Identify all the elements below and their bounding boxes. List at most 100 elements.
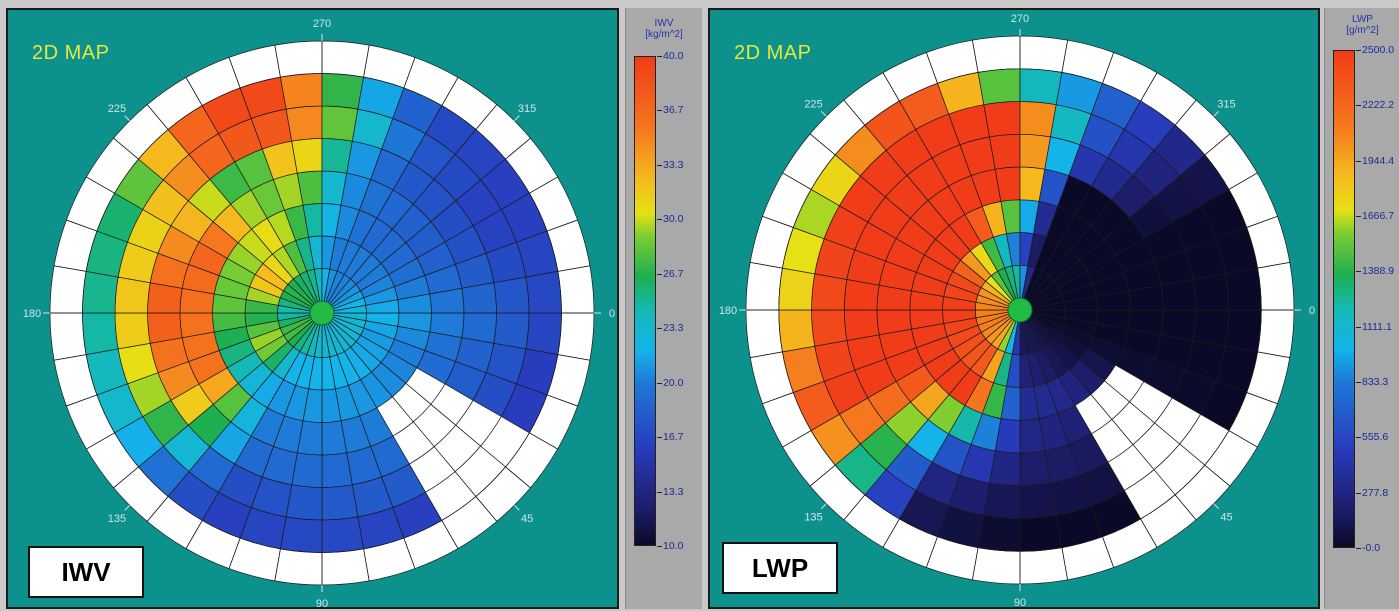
center-dot xyxy=(1007,297,1033,323)
map-cell xyxy=(285,484,323,521)
map-cell xyxy=(778,309,816,353)
azimuth-tick xyxy=(820,110,827,117)
azimuth-label: 0 xyxy=(1309,305,1315,317)
map-cell xyxy=(321,73,365,110)
colorbar-tick-label: 16.7 xyxy=(656,431,684,444)
map-cell xyxy=(811,309,848,347)
map-cell xyxy=(1160,279,1197,311)
azimuth-tick xyxy=(1213,503,1220,510)
colorbar-tick-label: 277.8 xyxy=(1355,486,1389,499)
azimuth-label: 270 xyxy=(1011,13,1029,25)
map-cell xyxy=(461,282,497,314)
map-cell xyxy=(493,312,530,350)
azimuth-label: 180 xyxy=(23,308,41,320)
colorbar-tick-label: 1388.9 xyxy=(1355,265,1395,278)
azimuth-label: 135 xyxy=(108,513,126,525)
azimuth-label: 90 xyxy=(1014,597,1026,609)
map-cell xyxy=(525,270,562,314)
lwp-colorbar-unit: [g/m^2] xyxy=(1346,25,1379,36)
map-cell xyxy=(279,73,323,110)
outer-ring-cell xyxy=(557,265,595,314)
map-cell xyxy=(114,276,151,314)
azimuth-tick xyxy=(124,115,131,122)
map-cell xyxy=(321,516,365,553)
colorbar-tick-label: 26.7 xyxy=(656,267,684,280)
colorbar-tick-label: 1666.7 xyxy=(1355,210,1395,222)
lwp-label-box: LWP xyxy=(722,542,838,594)
map-cell xyxy=(1224,309,1262,353)
colorbar-tick-label: 23.3 xyxy=(656,322,684,335)
azimuth-tick xyxy=(1213,110,1220,117)
colorbar-tick-label: 2222.2 xyxy=(1355,99,1395,112)
map-cell xyxy=(989,133,1021,170)
map-cell xyxy=(1019,514,1063,552)
azimuth-label: 225 xyxy=(804,99,822,111)
colorbar-tick-label: 2500.0 xyxy=(1355,44,1395,56)
map-cell xyxy=(1019,101,1057,138)
iwv-colorbar-unit: [kg/m^2] xyxy=(645,29,683,40)
colorbar-tick-label: 36.7 xyxy=(656,104,684,117)
iwv-polar-map: 0 45 90 135 180 225 270 315 xyxy=(23,18,615,610)
iwv-colorbar xyxy=(634,56,656,546)
colorbar-tick-label: 1111.1 xyxy=(1356,320,1392,333)
azimuth-tick xyxy=(513,115,520,122)
azimuth-label: 0 xyxy=(609,308,615,320)
lwp-map-panel: 0 45 90 135 180 225 270 315 2D MAP LWP xyxy=(708,8,1320,609)
map-cell xyxy=(983,101,1021,138)
map-cell xyxy=(977,68,1021,106)
map-cell xyxy=(114,312,151,350)
azimuth-label: 225 xyxy=(108,103,126,115)
azimuth-label: 45 xyxy=(521,513,533,525)
map-cell xyxy=(1192,273,1229,311)
azimuth-label: 180 xyxy=(719,305,737,317)
azimuth-label: 315 xyxy=(518,103,536,115)
map-cell xyxy=(321,484,359,521)
colorbar-tick-label: 13.3 xyxy=(656,485,684,498)
azimuth-tick xyxy=(124,504,131,511)
colorbar-tick-label: 1944.4 xyxy=(1355,154,1395,167)
lwp-polar-map: 0 45 90 135 180 225 270 315 xyxy=(719,13,1315,609)
lwp-map-title: 2D MAP xyxy=(734,42,812,64)
map-cell xyxy=(285,105,323,142)
map-cell xyxy=(1224,267,1262,311)
colorbar-tick-label: 555.6 xyxy=(1355,431,1389,444)
azimuth-tick xyxy=(820,503,827,510)
lwp-colorbar-unit-name: LWP xyxy=(1352,14,1373,25)
colorbar-tick-label: -0.0 xyxy=(1355,542,1381,554)
colorbar-tick-label: 20.0 xyxy=(656,376,684,389)
map-cell xyxy=(147,312,183,344)
map-cell xyxy=(1019,450,1051,487)
azimuth-label: 90 xyxy=(316,598,328,610)
iwv-colorbar-panel: IWV [kg/m^2] 40.0 36.7 33.3 30.0 26.7 23.3 20.… xyxy=(625,8,702,609)
colorbar-tick-label: 833.3 xyxy=(1355,376,1389,388)
iwv-map-title: 2D MAP xyxy=(32,42,110,64)
map-cell xyxy=(1019,482,1057,519)
map-cell xyxy=(778,267,816,311)
center-dot xyxy=(309,300,335,326)
map-cell xyxy=(525,312,562,356)
map-cell xyxy=(983,482,1021,519)
map-cell xyxy=(82,270,119,314)
map-cell xyxy=(82,312,119,356)
map-cell xyxy=(291,138,323,174)
azimuth-tick xyxy=(513,504,520,511)
map-cell xyxy=(977,514,1021,552)
outer-ring-cell xyxy=(1257,261,1295,311)
lwp-colorbar-panel: LWP [g/m^2] 2500.0 2222.2 1944.4 1666.7 1388… xyxy=(1324,8,1399,609)
colorbar-tick-label: 10.0 xyxy=(656,540,684,552)
map-cell xyxy=(811,273,848,311)
colorbar-tick-label: 30.0 xyxy=(656,213,684,226)
map-cell xyxy=(1192,309,1229,347)
colorbar-tick-label: 33.3 xyxy=(656,158,684,171)
iwv-colorbar-unit-name: IWV xyxy=(654,18,674,29)
map-cell xyxy=(843,309,880,341)
iwv-label-box: IWV xyxy=(28,546,144,598)
azimuth-label: 270 xyxy=(313,18,331,30)
colorbar-tick-label: 40.0 xyxy=(656,50,684,62)
map-cell xyxy=(279,516,323,553)
lwp-colorbar xyxy=(1333,50,1355,548)
map-cell xyxy=(493,276,530,314)
azimuth-label: 45 xyxy=(1220,512,1232,524)
map-cell xyxy=(1019,68,1063,106)
